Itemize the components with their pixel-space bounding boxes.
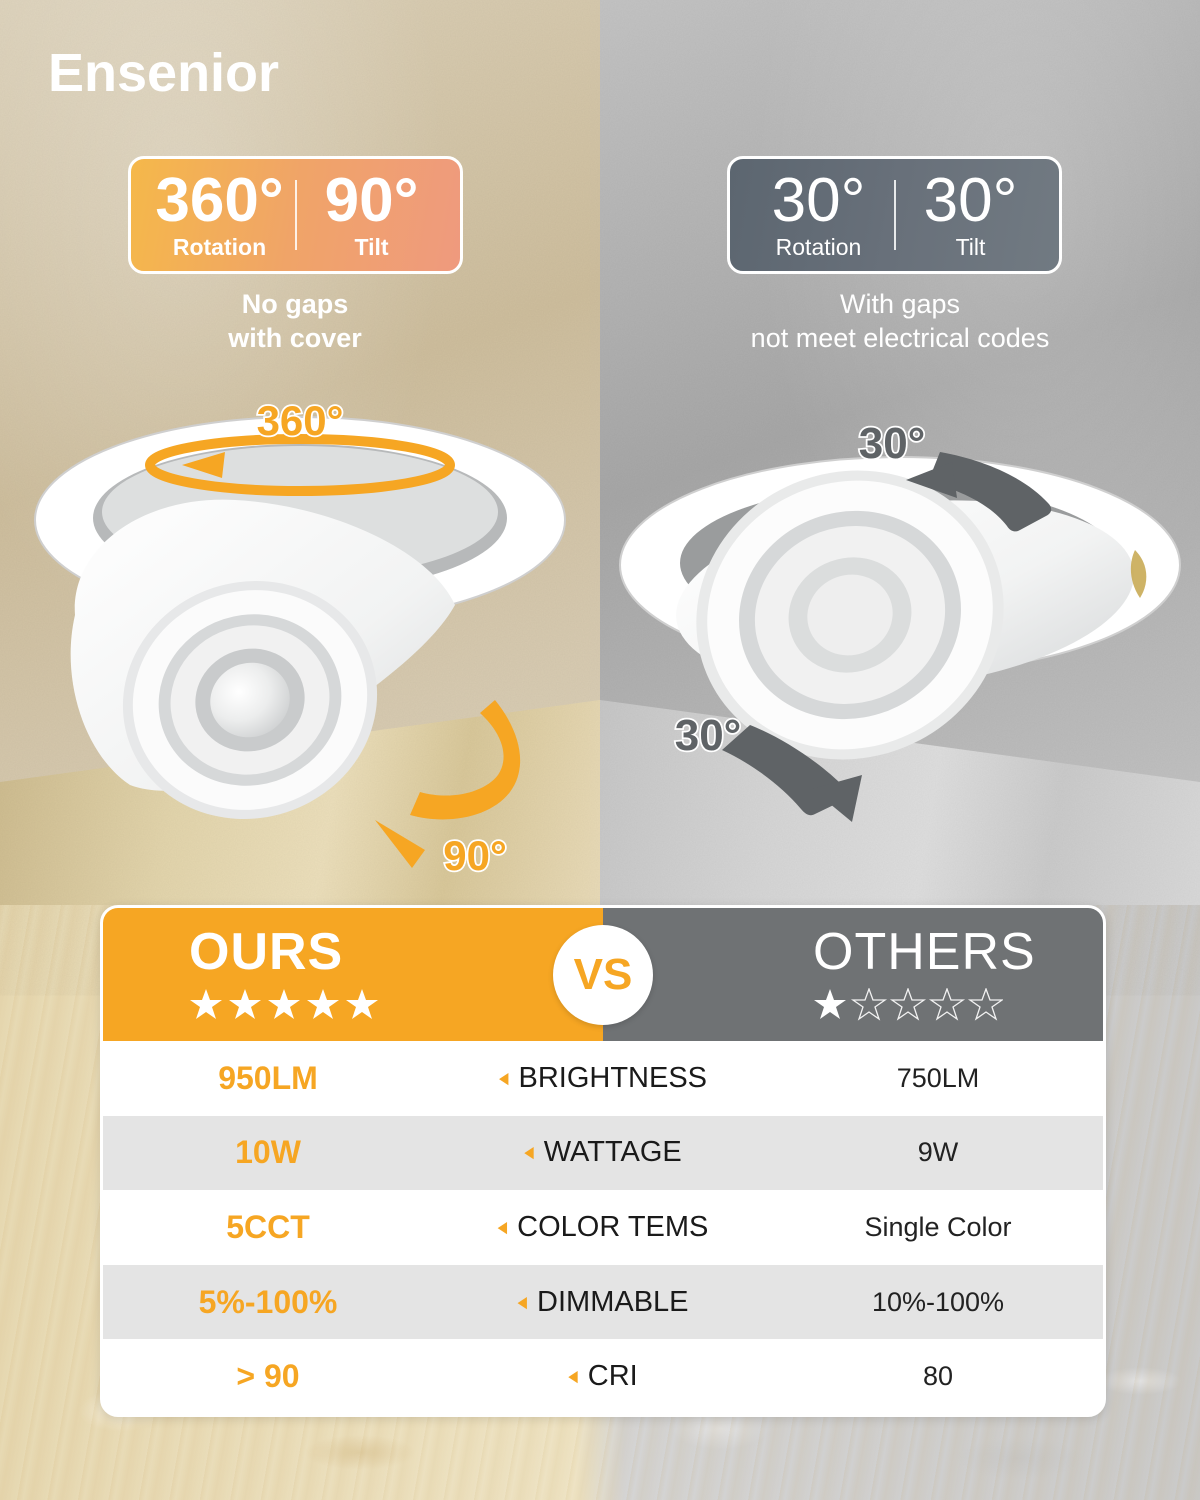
svg-text:360°: 360° [257, 400, 344, 444]
svg-text:90°: 90° [443, 832, 507, 879]
svg-text:30°: 30° [675, 711, 742, 760]
svg-text:30°: 30° [859, 419, 926, 468]
